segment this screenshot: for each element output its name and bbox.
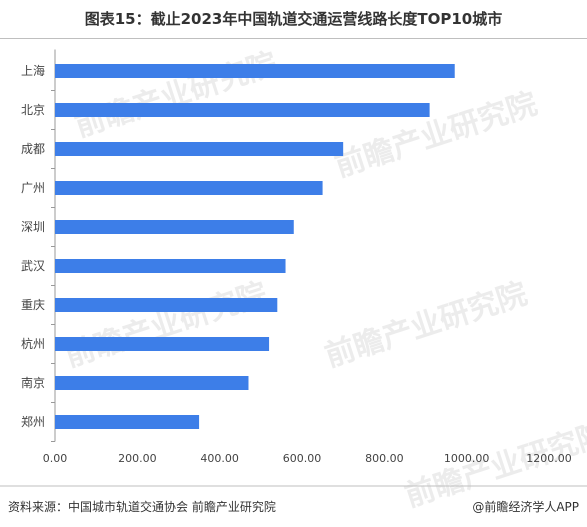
bar-2: [55, 142, 344, 156]
source-note: 资料来源：中国城市轨道交通协会 前瞻产业研究院: [8, 500, 276, 514]
category-label-0: 上海: [21, 63, 45, 78]
x-tick-label-0: 0.00: [43, 452, 68, 465]
bar-0: [55, 64, 455, 78]
footer: 资料来源：中国城市轨道交通协会 前瞻产业研究院 @前瞻经济学人APP: [8, 498, 579, 515]
x-tick-label-3: 600.00: [283, 452, 322, 465]
category-label-6: 重庆: [21, 298, 45, 312]
category-label-1: 北京: [21, 103, 45, 117]
title-divider: [0, 38, 587, 39]
bar-8: [55, 376, 249, 390]
bar-4: [55, 220, 294, 234]
category-label-7: 杭州: [21, 336, 45, 351]
x-tick-label-5: 1000.00: [444, 452, 490, 465]
brand-label: @前瞻经济学人APP: [472, 500, 579, 514]
bar-6: [55, 298, 278, 312]
bar-3: [55, 181, 323, 195]
category-label-9: 郑州: [21, 414, 45, 429]
x-tick-label-6: 1200.00: [526, 452, 572, 465]
category-label-2: 成都: [21, 142, 45, 156]
category-label-5: 武汉: [21, 259, 45, 273]
category-label-4: 深圳: [21, 220, 45, 234]
category-label-3: 广州: [21, 181, 45, 195]
bar-5: [55, 259, 286, 273]
chart-title: 图表15：截止2023年中国轨道交通运营线路长度TOP10城市: [84, 10, 503, 28]
x-tick-label-2: 400.00: [200, 452, 239, 465]
bar-9: [55, 415, 200, 429]
bar-7: [55, 337, 270, 351]
bar-1: [55, 103, 430, 117]
category-label-8: 南京: [21, 375, 45, 390]
x-tick-label-4: 800.00: [365, 452, 404, 465]
x-tick-label-1: 200.00: [118, 452, 157, 465]
